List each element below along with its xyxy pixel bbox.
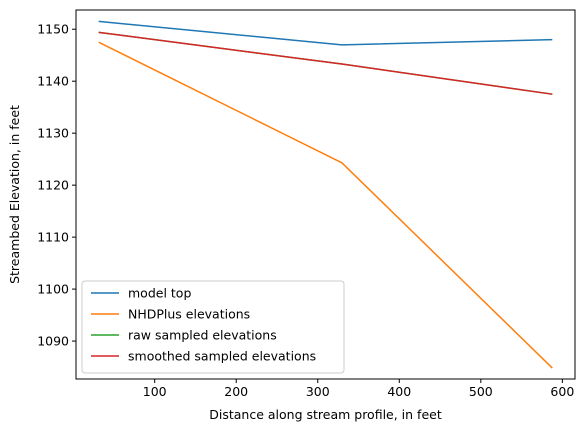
y-tick-label: 1110 — [37, 230, 69, 245]
legend-label: model top — [128, 286, 191, 301]
y-tick-label: 1130 — [37, 126, 69, 141]
series-line — [98, 31, 553, 95]
y-axis-label: Streambed Elevation, in feet — [7, 105, 22, 284]
series-line — [98, 41, 553, 369]
y-tick-label: 1090 — [37, 334, 69, 349]
legend-label: NHDPlus elevations — [128, 307, 250, 322]
y-tick-label: 1150 — [37, 22, 69, 37]
legend-box — [81, 280, 345, 374]
x-axis: 100 200 300 400 500 600 — [143, 379, 574, 399]
x-tick-label: 200 — [224, 384, 248, 399]
plot-frame — [75, 9, 576, 380]
legend-label: smoothed sampled elevations — [128, 349, 316, 364]
y-tick-label: 1140 — [37, 74, 69, 89]
x-tick-label: 300 — [306, 384, 330, 399]
x-tick-label: 600 — [550, 384, 574, 399]
y-axis: 1090 1100 1110 1120 1130 1140 1150 — [37, 22, 76, 349]
series-layer — [98, 20, 553, 369]
x-tick-label: 500 — [469, 384, 493, 399]
legend: model top NHDPlus elevations raw sampled e… — [81, 280, 345, 374]
x-axis-label: Distance along stream profile, in feet — [209, 407, 442, 422]
y-tick-label: 1100 — [37, 282, 69, 297]
x-tick-label: 400 — [387, 384, 411, 399]
series-line — [98, 20, 553, 46]
legend-label: raw sampled elevations — [128, 328, 277, 343]
x-tick-label: 100 — [143, 384, 167, 399]
y-tick-label: 1120 — [37, 178, 69, 193]
